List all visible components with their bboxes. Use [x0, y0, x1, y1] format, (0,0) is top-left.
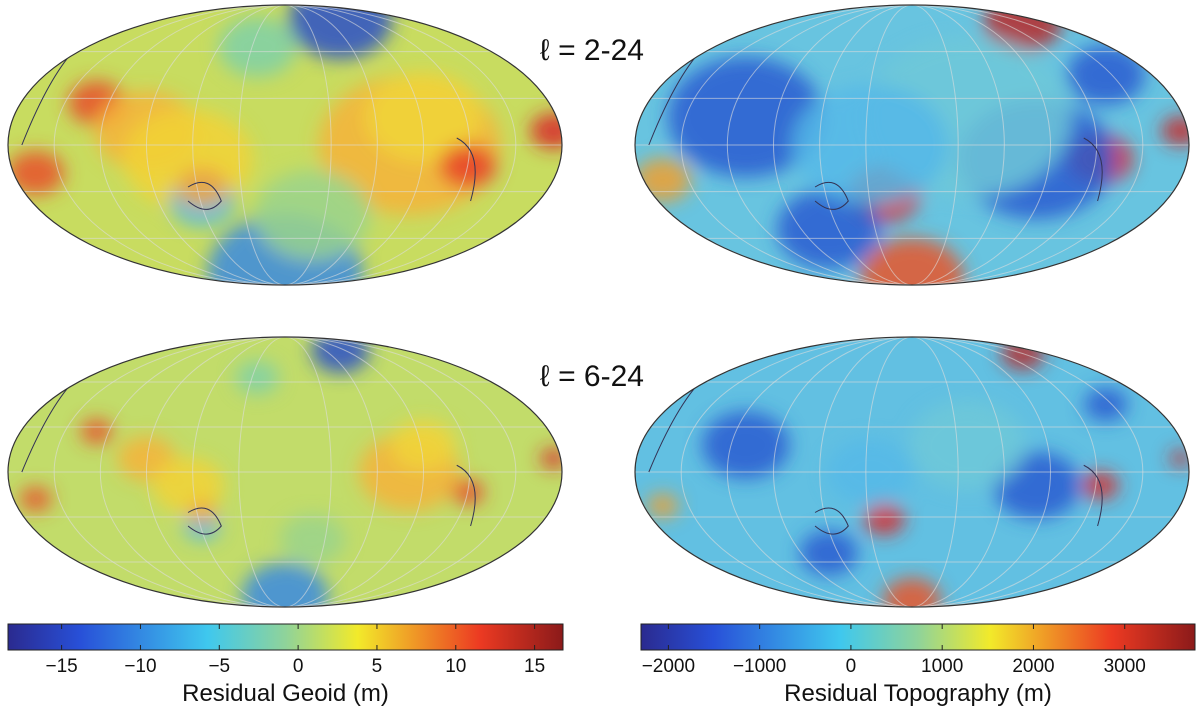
- anomaly: [288, 5, 393, 59]
- row-label: ℓ = 2-24: [540, 34, 644, 67]
- meridian: [819, 5, 1005, 285]
- map: [7, 4, 563, 286]
- meridian: [146, 337, 424, 607]
- anomaly: [909, 400, 1026, 490]
- map-outline: [634, 336, 1190, 608]
- map: [634, 336, 1190, 608]
- anomaly: [19, 486, 52, 512]
- maps: [7, 4, 1190, 608]
- anomaly: [702, 411, 790, 479]
- meridian: [726, 5, 1098, 285]
- map-outline: [7, 336, 563, 608]
- anomaly: [311, 337, 370, 373]
- colorbar: [7, 623, 564, 651]
- anomaly: [279, 514, 346, 565]
- anomalies: [635, 5, 1189, 285]
- tick-label: 2000: [1012, 656, 1054, 677]
- tick-label: −1000: [733, 656, 786, 677]
- tick-label: 15: [524, 656, 545, 677]
- meridian: [99, 5, 471, 285]
- colorbar-label: Residual Topography (m): [784, 680, 1052, 707]
- anomaly: [175, 167, 228, 207]
- anomaly: [667, 57, 824, 177]
- tick-label: 10: [445, 656, 466, 677]
- anomaly: [646, 493, 679, 519]
- anomaly: [860, 238, 964, 285]
- tick-label: −5: [208, 656, 230, 677]
- meridian: [819, 337, 1005, 607]
- anomaly: [863, 503, 905, 535]
- map-outline: [634, 4, 1190, 286]
- anomaly: [635, 158, 692, 202]
- map-field: [8, 5, 562, 285]
- map: [7, 336, 563, 608]
- tick-label: 5: [372, 656, 383, 677]
- anomaly: [80, 419, 113, 444]
- meridian: [99, 337, 471, 607]
- anomaly: [390, 419, 457, 471]
- anomaly: [365, 72, 482, 162]
- tick-label: −15: [45, 656, 77, 677]
- tick-label: 3000: [1104, 656, 1146, 677]
- meridian: [726, 337, 1098, 607]
- meridian: [238, 5, 332, 285]
- colorbar-label: Residual Geoid (m): [182, 680, 389, 707]
- anomaly: [1084, 387, 1128, 422]
- anomaly: [799, 530, 859, 576]
- anomaly: [1066, 45, 1145, 105]
- map: [634, 4, 1190, 286]
- anomalies: [646, 337, 1189, 607]
- tick-label: −2000: [642, 656, 695, 677]
- anomaly: [530, 113, 562, 149]
- colorbar: [640, 623, 1196, 651]
- anomaly: [235, 360, 280, 395]
- anomaly: [540, 448, 562, 469]
- anomaly: [776, 189, 881, 269]
- anomaly: [882, 577, 942, 607]
- map-outline: [7, 4, 563, 286]
- meridian: [192, 337, 378, 607]
- meridian: [773, 337, 1051, 607]
- anomaly: [218, 17, 297, 77]
- meridian: [865, 337, 959, 607]
- tick-label: −10: [124, 656, 156, 677]
- map-field: [635, 5, 1189, 285]
- anomaly: [187, 501, 217, 524]
- meridian: [238, 337, 332, 607]
- meridian: [53, 5, 517, 285]
- meridian: [146, 5, 424, 285]
- meridian: [680, 5, 1144, 285]
- tick-label: 0: [293, 656, 304, 677]
- anomaly: [8, 151, 65, 195]
- anomaly: [1161, 116, 1189, 146]
- meridian: [773, 5, 1051, 285]
- anomaly: [241, 562, 329, 607]
- meridian: [865, 5, 959, 285]
- colorbars: −15 −10 −5 0 5 10 15 Residual Geoid (m) −2000 −10…: [7, 623, 1196, 707]
- tick-label: 1000: [921, 656, 963, 677]
- row-label: ℓ = 6-24: [540, 360, 644, 393]
- map-field: [8, 337, 562, 607]
- anomalies: [8, 5, 562, 285]
- anomaly: [254, 170, 372, 260]
- meridian: [680, 337, 1144, 607]
- tick-label: 0: [846, 656, 857, 677]
- map-field: [635, 337, 1189, 607]
- anomaly: [151, 457, 225, 514]
- meridian: [192, 5, 378, 285]
- meridian: [53, 337, 517, 607]
